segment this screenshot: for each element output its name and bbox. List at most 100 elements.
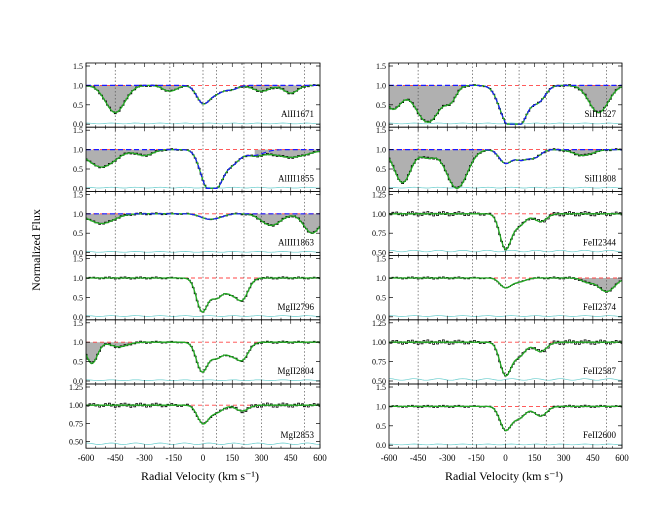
y-axis-title: Normalized Flux [29, 209, 43, 291]
y-tick-label: 0.5 [73, 293, 83, 302]
x-axis-title-left: Radial Velocity (km s⁻¹) [141, 469, 259, 483]
panel-label: MgI2853 [281, 430, 315, 440]
y-tick-label: 0.5 [376, 165, 386, 174]
x-tick-label: 0 [503, 453, 508, 463]
y-tick-label: 1.0 [73, 338, 83, 347]
blended-absorption-shading [86, 213, 320, 234]
blended-absorption-shading [389, 85, 622, 123]
y-tick-label: 1.0 [376, 402, 386, 411]
y-tick-label: 1.00 [372, 338, 386, 347]
x-axis-title-right: Radial Velocity (km s⁻¹) [445, 469, 563, 483]
model-fit [389, 341, 622, 377]
panel-plot-area [389, 63, 622, 128]
y-tick-label: 1.25 [69, 383, 83, 392]
blended-absorption-shading [576, 278, 622, 293]
x-tick-label: 300 [557, 453, 571, 463]
panel-mgi2853: 0.50 0.75 1.00 1.25 MgI2853 [69, 383, 321, 449]
y-tick-label: 0.5 [73, 165, 83, 174]
y-tick-label: 0.75 [372, 229, 386, 238]
panel-label: FeII2587 [583, 366, 616, 376]
panel-column-2: 0.0 0.5 1.0 1.5 SiII1527 0.0 0.5 1.0 1.5 SiII1808… [372, 62, 629, 463]
y-tick-label: 0.50 [69, 438, 83, 447]
panel-aliii1863: 0.0 0.5 1.0 1.5 AlIII1863 [73, 190, 321, 258]
x-tick-label: 600 [313, 453, 327, 463]
panel-siii1808: 0.0 0.5 1.0 1.5 SiII1808 [376, 126, 623, 193]
y-tick-label: 1.0 [376, 81, 386, 90]
panel-plot-area [389, 127, 622, 192]
y-tick-label: 1.5 [73, 62, 83, 71]
panel-label: AlII1671 [281, 109, 314, 119]
panel-feii2374: 0.0 0.5 1.0 1.5 FeII2374 [376, 255, 623, 322]
panel-label: AlIII1855 [278, 173, 314, 183]
x-tick-label: 0 [201, 453, 206, 463]
y-tick-label: 1.0 [73, 146, 83, 155]
y-tick-label: 0.75 [69, 419, 83, 428]
y-tick-label: 1.5 [376, 62, 386, 71]
panel-label: SiII1808 [585, 173, 617, 183]
y-tick-label: 0.5 [376, 422, 386, 431]
y-tick-label: 1.0 [73, 274, 83, 283]
panel-label: FeII2374 [583, 302, 616, 312]
y-tick-label: 0.5 [376, 293, 386, 302]
panel-label: SiII1527 [585, 109, 617, 119]
component-model [86, 213, 320, 220]
y-tick-label: 1.5 [376, 126, 386, 135]
y-tick-label: 0.50 [372, 249, 386, 258]
model-fit [86, 341, 320, 373]
y-tick-label: 0.0 [376, 184, 386, 193]
x-tick-label: 450 [284, 453, 298, 463]
y-tick-label: 1.5 [376, 255, 386, 264]
panel-label: FeII2600 [583, 430, 616, 440]
panel-plot-area [86, 63, 320, 128]
y-tick-label: 0.0 [73, 377, 83, 386]
panel-label: AlIII1863 [278, 238, 314, 248]
blended-absorption-shading [88, 85, 306, 114]
y-tick-label: 1.0 [73, 81, 83, 90]
y-tick-label: 0.0 [376, 441, 386, 450]
blended-absorption-shading [86, 342, 136, 364]
x-tick-label: 450 [586, 453, 600, 463]
panel-feii2587: 0.50 0.75 1.00 1.25 FeII2587 [372, 319, 623, 386]
model-fit [86, 277, 320, 314]
y-tick-label: 0.75 [372, 358, 386, 367]
x-tick-label: -450 [410, 453, 427, 463]
y-tick-label: 1.0 [73, 210, 83, 219]
y-tick-label: 0.0 [73, 249, 83, 258]
panel-alii1671: 0.0 0.5 1.0 1.5 AlII1671 [73, 62, 321, 129]
y-tick-label: 0.50 [372, 377, 386, 386]
panel-plot-area [389, 319, 622, 384]
y-tick-label: 1.25 [372, 319, 386, 328]
panel-label: FeII2344 [583, 238, 616, 248]
x-tick-label: -150 [468, 453, 485, 463]
panel-plot-area [86, 127, 320, 192]
y-tick-label: 1.5 [73, 190, 83, 199]
panel-feii2600: 0.0 0.5 1.0 1.5 FeII2600 [376, 383, 623, 450]
x-tick-label: -450 [107, 453, 124, 463]
model-fit [389, 405, 622, 432]
y-tick-label: 1.5 [73, 319, 83, 328]
x-tick-label: 150 [528, 453, 542, 463]
panel-plot-area [86, 191, 320, 256]
panel-column-1: 0.0 0.5 1.0 1.5 AlII1671 0.0 0.5 1.0 1.5 AlIII185… [69, 62, 327, 463]
x-tick-label: 150 [226, 453, 240, 463]
y-tick-label: 0.5 [73, 101, 83, 110]
x-tick-label: 600 [615, 453, 629, 463]
blended-absorption-shading [389, 149, 602, 189]
y-tick-label: 0.0 [73, 184, 83, 193]
y-tick-label: 0.5 [73, 229, 83, 238]
y-tick-label: 1.25 [372, 190, 386, 199]
component-model [389, 149, 622, 165]
panel-label: MgII2804 [278, 366, 315, 376]
x-tick-label: -300 [136, 453, 153, 463]
model-fit [86, 404, 320, 425]
panel-mgii2804: 0.0 0.5 1.0 1.5 MgII2804 [73, 319, 321, 386]
panel-mgii2796: 0.0 0.5 1.0 1.5 MgII2796 [73, 255, 321, 322]
y-tick-label: 1.0 [376, 146, 386, 155]
panel-siii1527: 0.0 0.5 1.0 1.5 SiII1527 [376, 62, 623, 129]
panel-feii2344: 0.50 0.75 1.00 1.25 FeII2344 [372, 190, 623, 258]
x-tick-label: -600 [381, 453, 398, 463]
component-model [86, 84, 320, 105]
model-fit [389, 277, 622, 293]
y-tick-label: 1.00 [372, 210, 386, 219]
